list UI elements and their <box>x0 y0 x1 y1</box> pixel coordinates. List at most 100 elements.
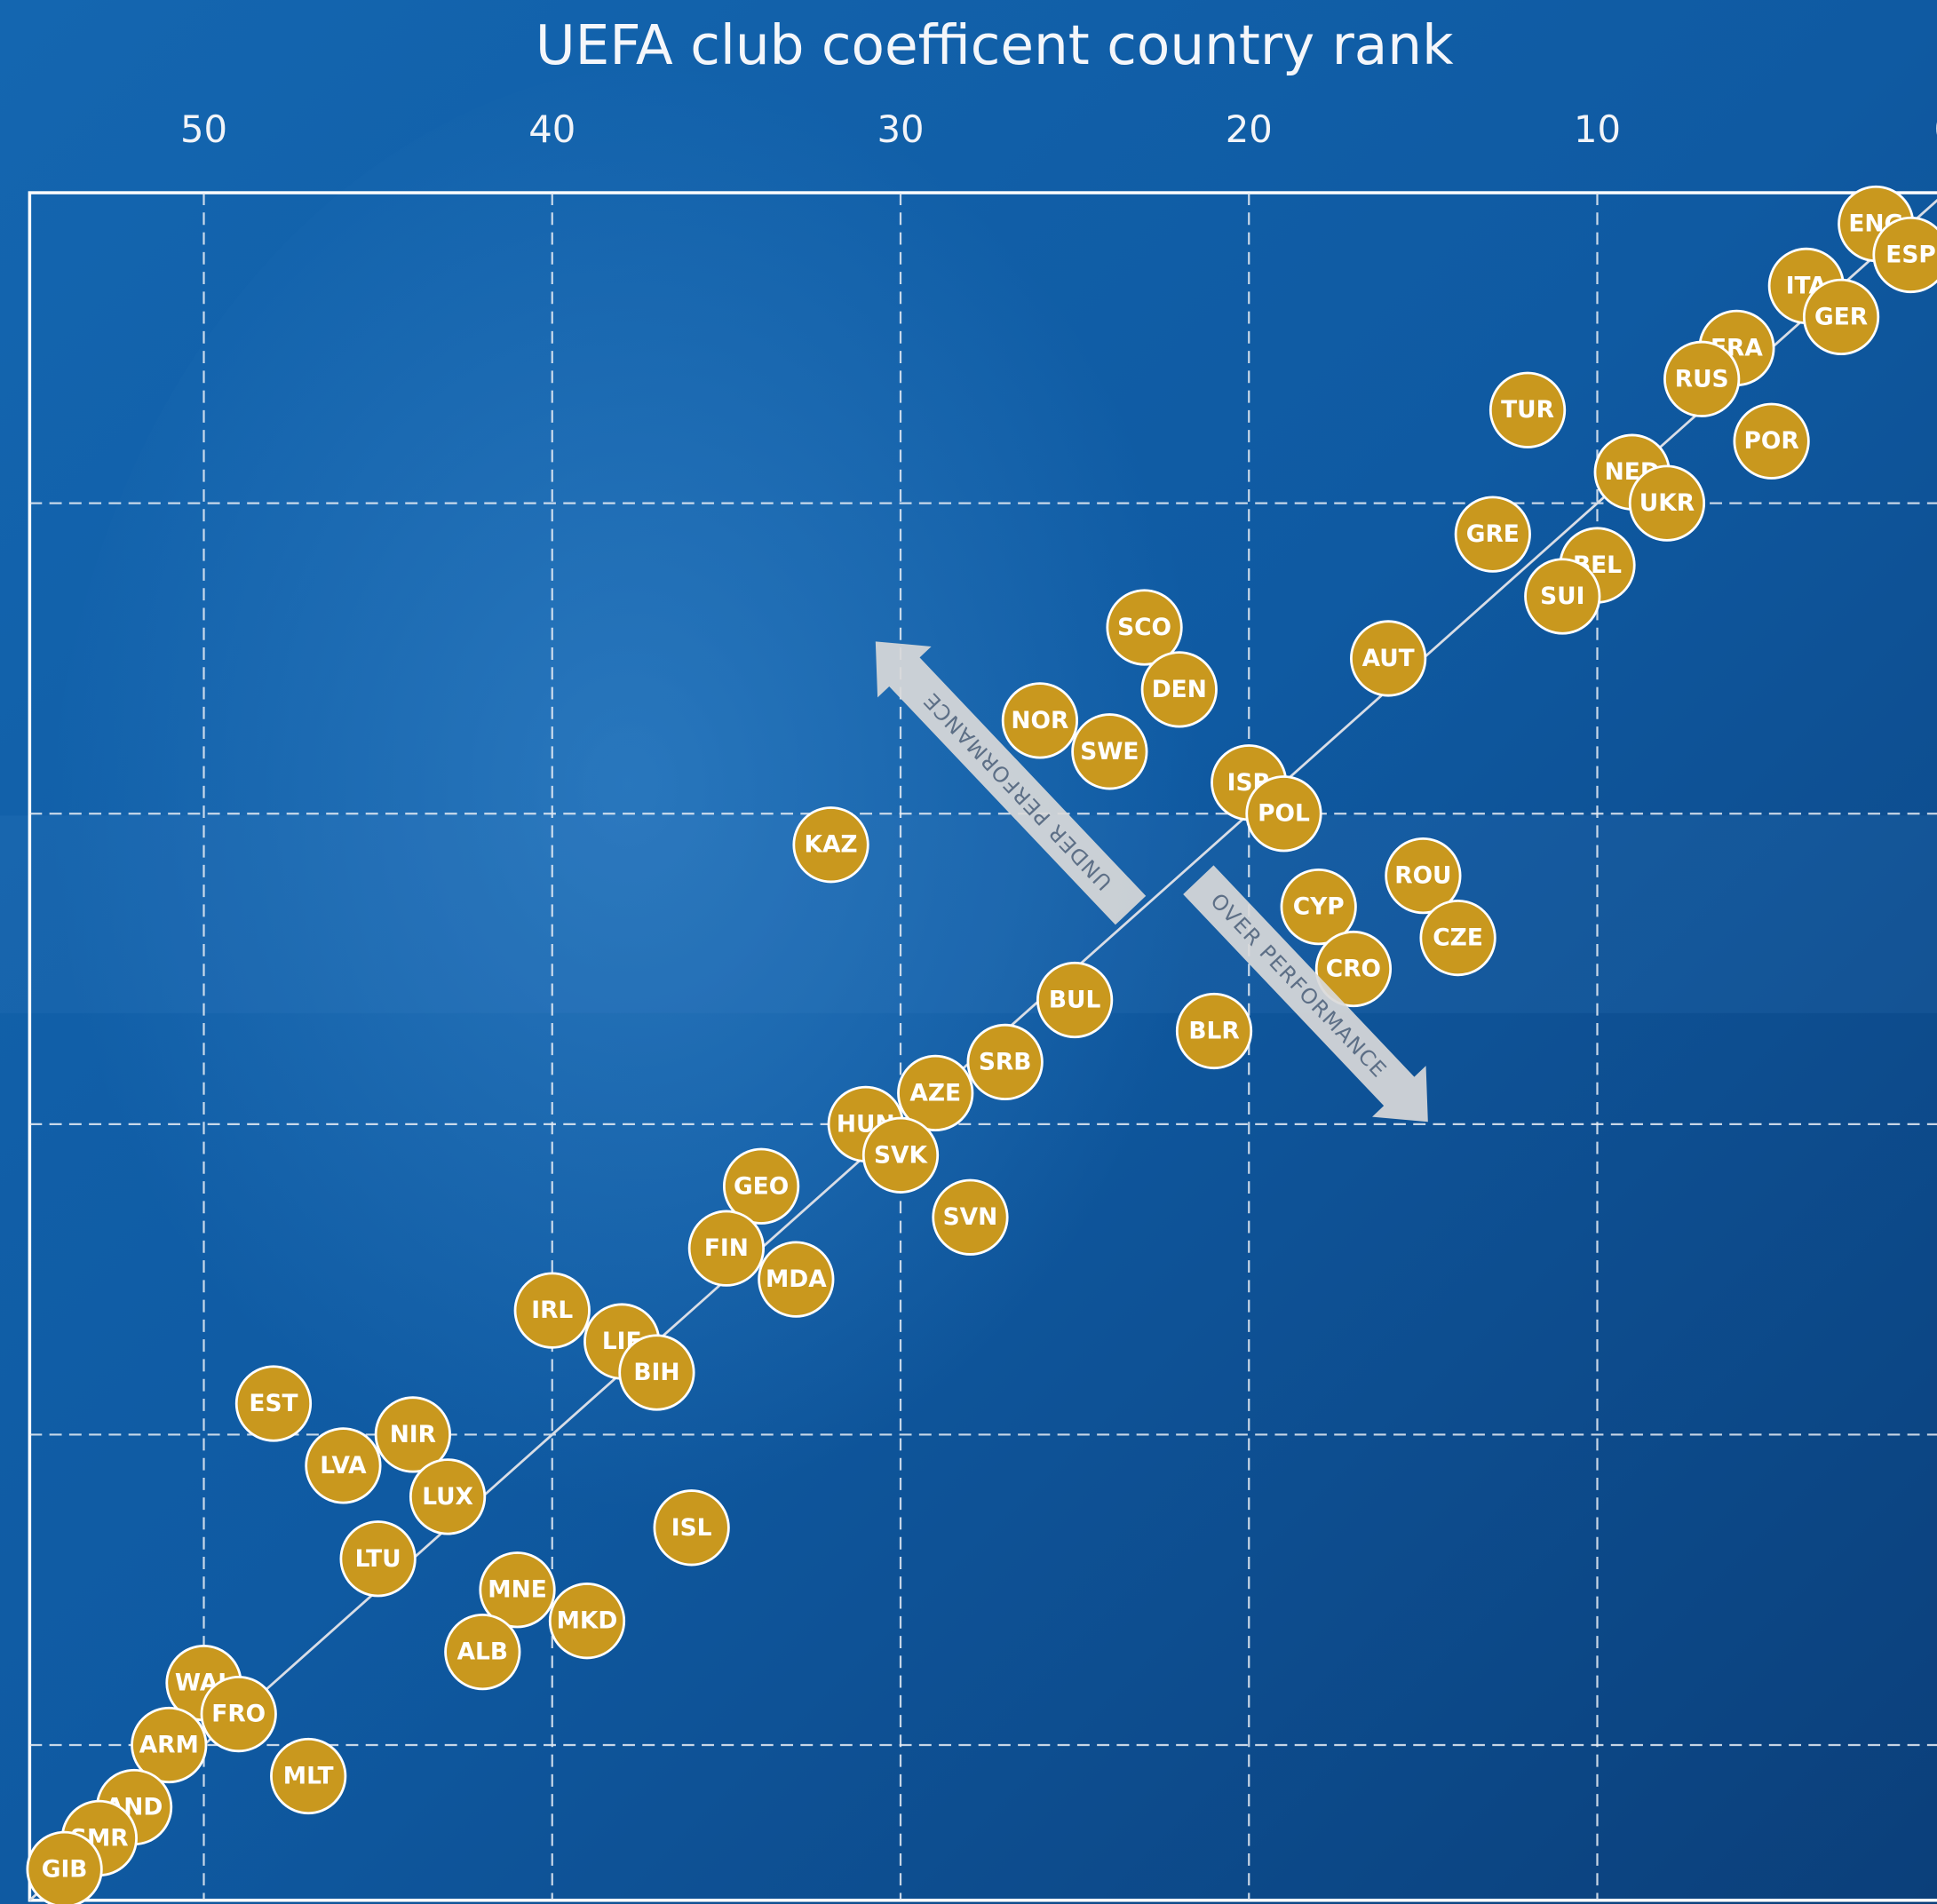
point-label: ALB <box>457 1638 508 1666</box>
point: GEO <box>722 1147 800 1225</box>
point-label: CRO <box>1326 956 1381 983</box>
point-label: LUX <box>422 1483 473 1511</box>
marker <box>792 806 869 884</box>
point: GER <box>1802 278 1880 356</box>
marker <box>1280 868 1357 946</box>
marker <box>1802 278 1880 356</box>
marker <box>1350 620 1427 697</box>
point: LVA <box>305 1427 382 1504</box>
grid: 50 40 30 20 10 0 <box>28 107 1937 1902</box>
point: ISL <box>653 1489 730 1567</box>
marker <box>1001 682 1079 759</box>
marker <box>932 1178 1009 1256</box>
marker <box>548 1583 626 1660</box>
marker <box>1036 961 1114 1039</box>
marker <box>1872 216 1937 294</box>
point: BLR <box>1175 992 1253 1070</box>
marker <box>479 1551 556 1629</box>
marker <box>1071 713 1148 790</box>
arrow-shape <box>875 641 1147 925</box>
marker <box>270 1737 347 1815</box>
point-label: NIR <box>390 1421 436 1448</box>
point: LUX <box>409 1458 487 1535</box>
point: RUS <box>1663 340 1741 417</box>
point-label: GIB <box>42 1855 88 1883</box>
point: NIR <box>374 1396 451 1473</box>
marker <box>1663 340 1741 417</box>
point: DEN <box>1140 651 1218 728</box>
point: ESP <box>1872 216 1937 294</box>
x-tick-label: 10 <box>1574 107 1621 151</box>
point-label: SVN <box>943 1203 998 1231</box>
x-tick-label: 20 <box>1226 107 1273 151</box>
point: SRB <box>966 1023 1044 1101</box>
point-label: LVA <box>320 1452 367 1480</box>
point: LTU <box>339 1520 417 1598</box>
point-label: AUT <box>1362 645 1415 672</box>
chart-title: UEFA club coefficent country rank <box>536 14 1454 77</box>
point: SCO <box>1106 589 1183 666</box>
background-glow <box>49 61 1335 1669</box>
point-label: SWE <box>1080 738 1139 766</box>
point: ALB <box>444 1614 521 1691</box>
point: MDA <box>758 1241 835 1318</box>
point-label: KAZ <box>805 831 858 859</box>
marker <box>374 1396 451 1473</box>
marker <box>1385 837 1462 915</box>
point-label: GER <box>1814 303 1868 330</box>
marker <box>966 1023 1044 1101</box>
point-label: AZE <box>909 1079 961 1107</box>
point: IRL <box>513 1272 591 1349</box>
point: CYP <box>1280 868 1357 946</box>
marker <box>861 1116 940 1194</box>
point-label: IRL <box>531 1297 573 1324</box>
point-label: TUR <box>1501 396 1554 424</box>
x-tick-label: 0 <box>1933 107 1937 151</box>
point-label: BUL <box>1049 986 1101 1013</box>
point-label: CYP <box>1293 893 1345 921</box>
marker <box>200 1675 277 1753</box>
point: NOR <box>1001 682 1079 759</box>
marker <box>1106 589 1183 666</box>
point: UKR <box>1628 464 1706 542</box>
point: FIN <box>687 1210 765 1287</box>
point-label: MLT <box>283 1762 334 1789</box>
x-tick-label: 30 <box>877 107 924 151</box>
point-label: FRO <box>211 1701 266 1728</box>
points: ENGESPITAGERFRARUSTURPORNEDUKRGREBELSUIS… <box>26 185 1937 1904</box>
point-label: EST <box>249 1390 298 1417</box>
point: BIH <box>618 1334 695 1411</box>
point-label: CZE <box>1433 924 1483 952</box>
marker <box>897 1054 974 1132</box>
marker <box>513 1272 591 1349</box>
point: AUT <box>1350 620 1427 697</box>
point: CRO <box>1314 930 1393 1008</box>
point-label: ISL <box>671 1514 712 1542</box>
marker <box>1314 930 1393 1008</box>
marker <box>26 1830 103 1904</box>
point-label: ROU <box>1394 862 1451 890</box>
point-label: SVK <box>874 1141 928 1169</box>
point: MLT <box>270 1737 347 1815</box>
marker <box>1488 371 1567 448</box>
marker <box>234 1365 313 1442</box>
point-label: NOR <box>1011 707 1068 734</box>
point: SVN <box>932 1178 1009 1256</box>
point: GIB <box>26 1830 103 1904</box>
point-label: MDA <box>766 1265 827 1293</box>
point: AZE <box>897 1054 974 1132</box>
marker <box>722 1147 800 1225</box>
point-label: MNE <box>488 1576 546 1604</box>
point-label: BIH <box>633 1359 679 1386</box>
point-label: GEO <box>734 1172 789 1200</box>
marker <box>1419 899 1496 977</box>
point: MNE <box>479 1551 556 1629</box>
point-label: RUS <box>1675 365 1729 393</box>
point: CZE <box>1419 899 1496 977</box>
point-label: BLR <box>1188 1017 1239 1044</box>
point-label: DEN <box>1152 676 1207 703</box>
plot-frame <box>28 191 1937 1902</box>
marker <box>1733 402 1810 480</box>
x-tick-label: 40 <box>528 107 576 151</box>
